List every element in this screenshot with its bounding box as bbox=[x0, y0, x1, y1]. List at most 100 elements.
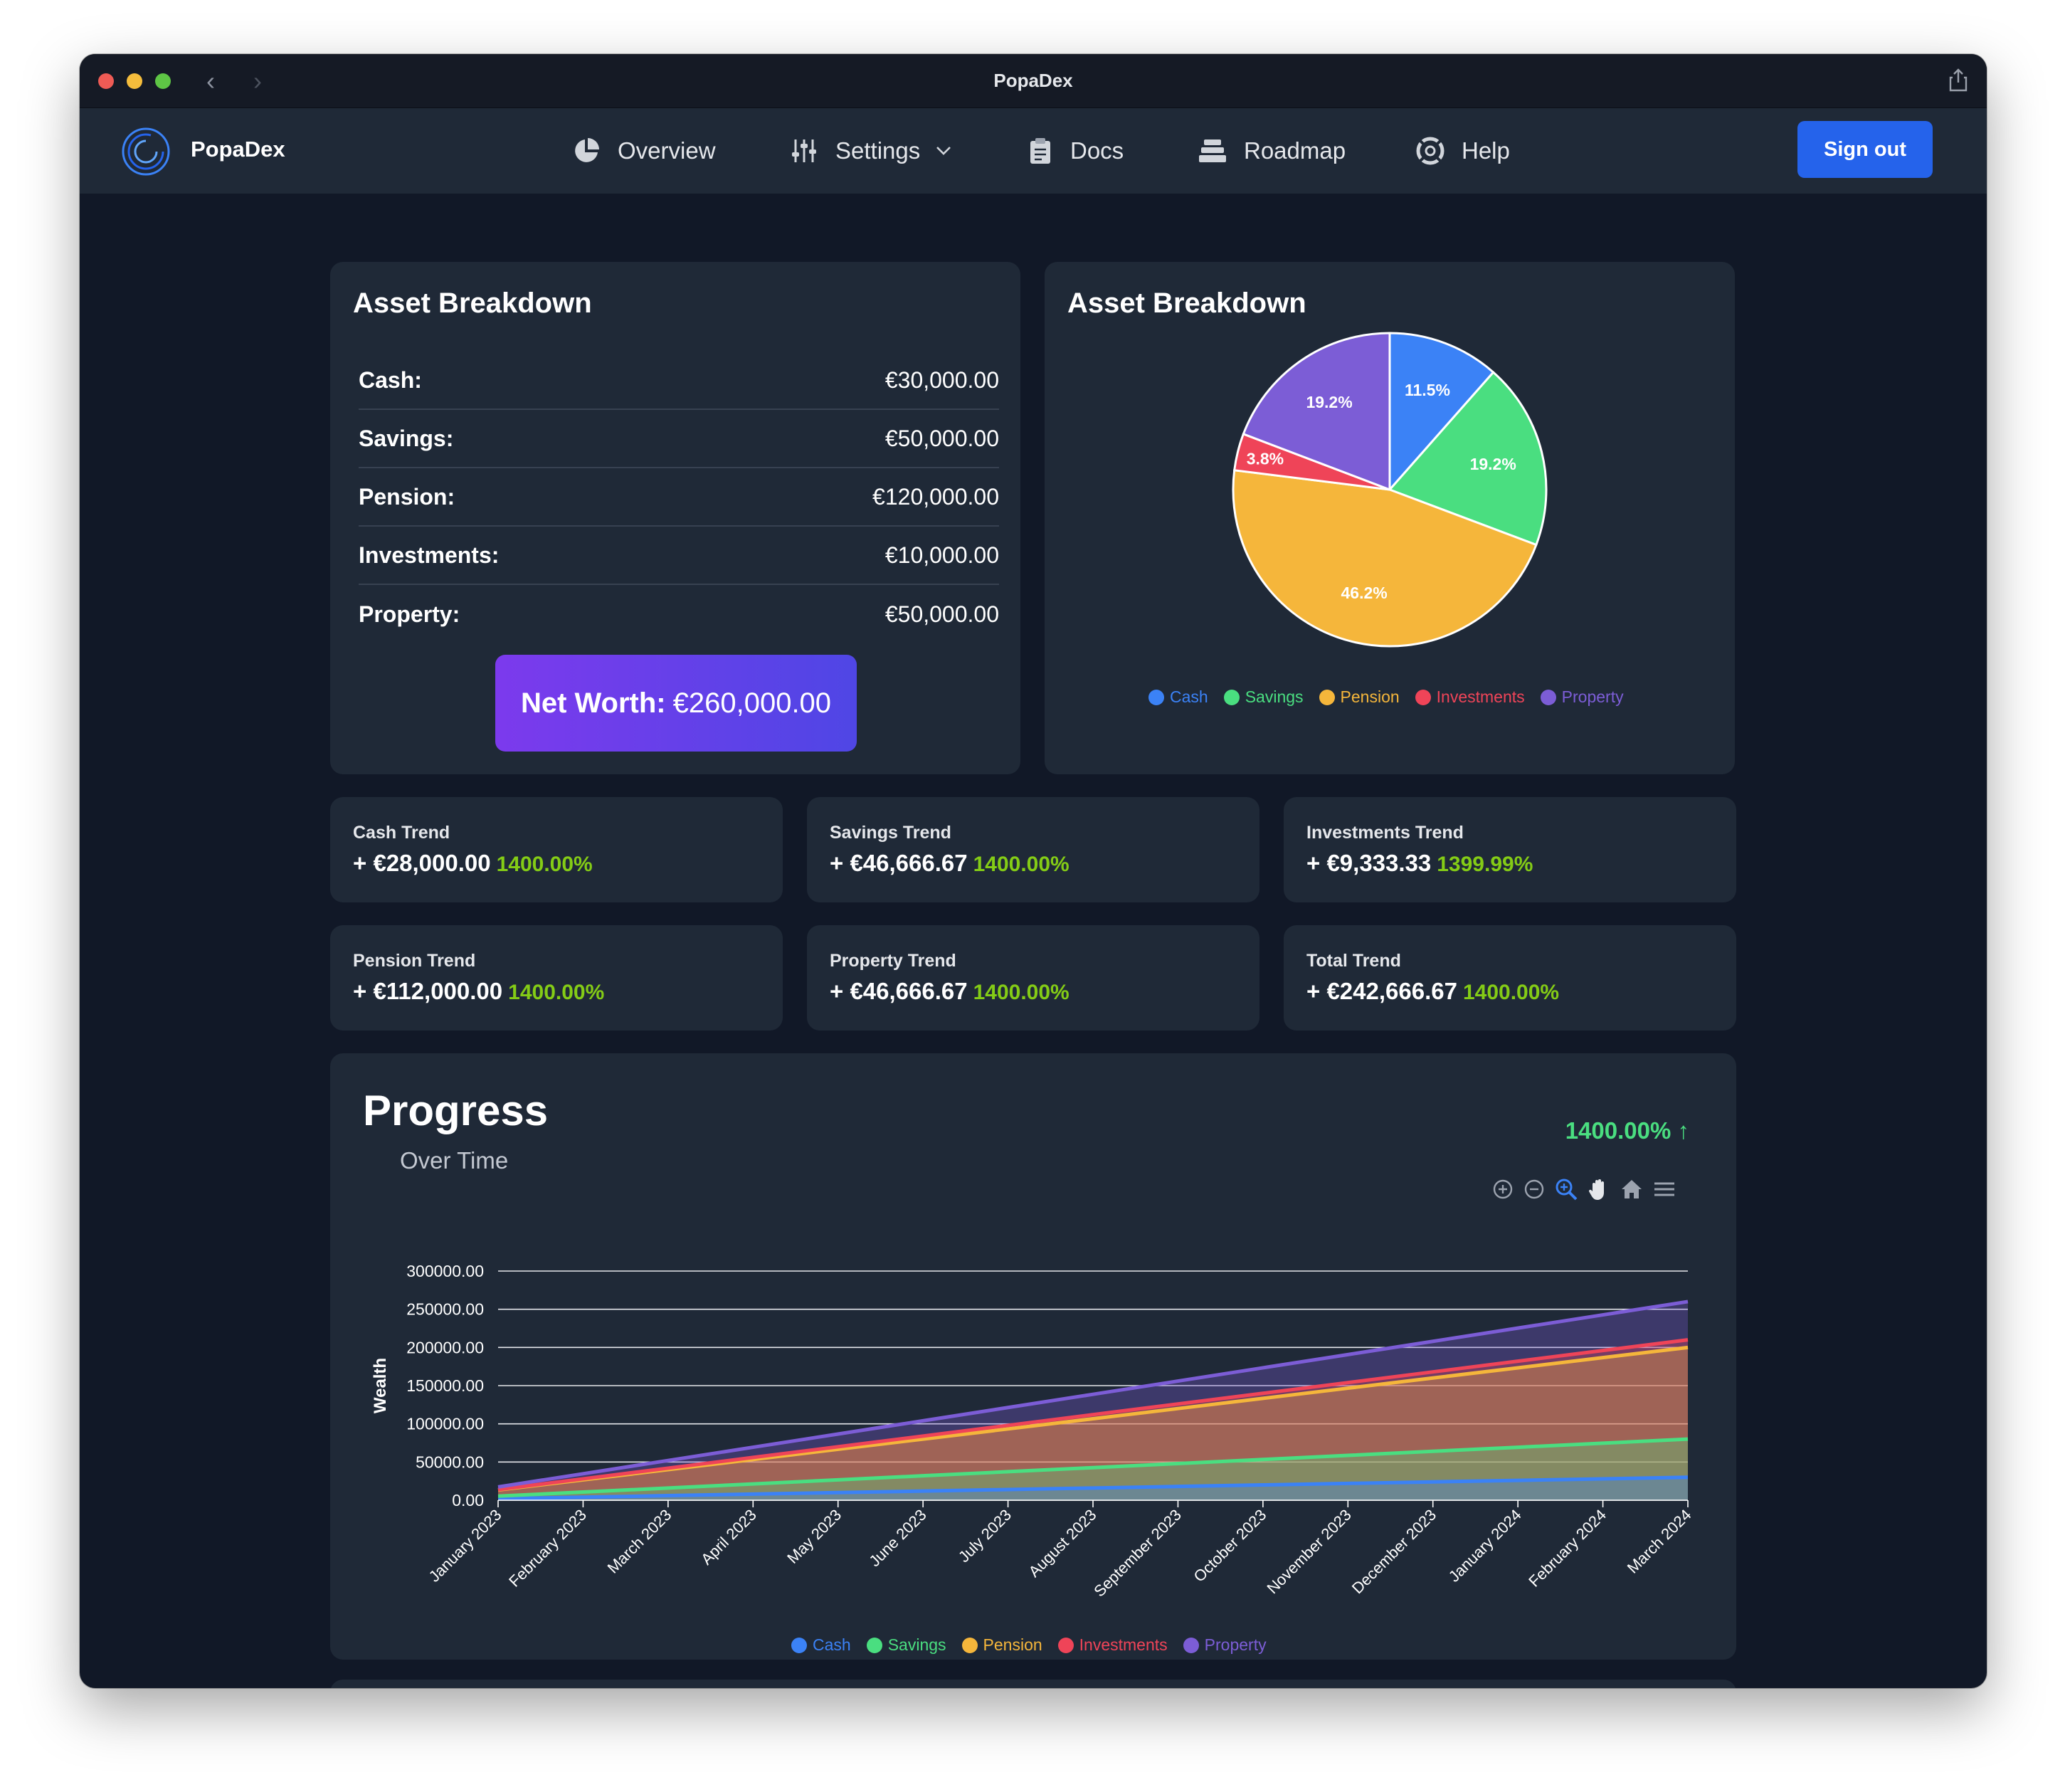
sign-out-button[interactable]: Sign out bbox=[1797, 121, 1933, 178]
y-tick-label: 100000.00 bbox=[406, 1415, 484, 1433]
legend-item-investments[interactable]: Investments bbox=[1415, 687, 1525, 707]
chart-toolbar bbox=[1483, 1177, 1676, 1201]
nav-settings[interactable]: Settings bbox=[790, 134, 951, 168]
asset-pie-card: Asset Breakdown 11.5% 19.2% 46.2% 3.8% 19.2%… bbox=[1045, 262, 1735, 774]
trend-amount: + €46,666.67 bbox=[830, 850, 968, 876]
pie-slice-label: 19.2% bbox=[1306, 393, 1352, 411]
legend-dot bbox=[1057, 1637, 1074, 1653]
trend-card-savings: Savings Trend + €46,666.67 1400.00% bbox=[807, 797, 1259, 902]
legend-label: Investments bbox=[1079, 1635, 1168, 1654]
nav-roadmap[interactable]: Roadmap bbox=[1198, 134, 1346, 168]
app-window: ‹ › PopaDex PopaDex Overview Settings bbox=[80, 54, 1987, 1688]
legend-dot bbox=[1148, 689, 1164, 705]
x-tick-label: February 2023 bbox=[505, 1506, 590, 1591]
top-navbar: PopaDex Overview Settings Docs Roadmap H… bbox=[80, 108, 1987, 194]
y-tick-label: 250000.00 bbox=[406, 1300, 484, 1319]
trend-amount: + €46,666.67 bbox=[830, 978, 968, 1004]
pie-legend: Cash Savings Pension Investments Property bbox=[1148, 687, 1639, 707]
zoom-selection-icon[interactable] bbox=[1554, 1177, 1578, 1201]
legend-item-cash[interactable]: Cash bbox=[791, 1635, 851, 1655]
trend-value: + €46,666.67 1400.00% bbox=[830, 978, 1070, 1005]
legend-item-savings[interactable]: Savings bbox=[1223, 687, 1304, 707]
y-tick-label: 200000.00 bbox=[406, 1338, 484, 1356]
progress-card: Progress Over Time 1400.00% ↑ 0.00 50000.… bbox=[330, 1053, 1736, 1660]
asset-pie-chart: 11.5% 19.2% 46.2% 3.8% 19.2% bbox=[1232, 332, 1548, 648]
x-tick-label: May 2023 bbox=[783, 1506, 845, 1567]
lifebuoy-icon bbox=[1416, 137, 1445, 165]
pie-slice-label: 19.2% bbox=[1470, 455, 1516, 473]
legend-item-pension[interactable]: Pension bbox=[961, 1635, 1042, 1655]
zoom-window-button[interactable] bbox=[155, 73, 171, 89]
trend-value: + €46,666.67 1400.00% bbox=[830, 850, 1070, 877]
x-tick-label: November 2023 bbox=[1263, 1506, 1354, 1597]
x-tick-label: March 2024 bbox=[1624, 1506, 1695, 1577]
nav-settings-label: Settings bbox=[835, 137, 921, 164]
legend-item-cash[interactable]: Cash bbox=[1148, 687, 1208, 707]
legend-item-savings[interactable]: Savings bbox=[866, 1635, 946, 1655]
progress-area-chart: 0.00 50000.00 100000.00 150000.00 200000.00 2… bbox=[371, 1262, 1695, 1601]
progress-subtitle: Over Time bbox=[400, 1147, 509, 1174]
trend-title: Investments Trend bbox=[1306, 823, 1464, 843]
x-tick-label: January 2024 bbox=[1445, 1506, 1525, 1586]
next-card-edge bbox=[330, 1680, 1736, 1688]
series-line-cash[interactable] bbox=[497, 1475, 1689, 1501]
brand-name[interactable]: PopaDex bbox=[191, 137, 285, 162]
zoom-out-icon[interactable] bbox=[1523, 1178, 1546, 1201]
minimize-window-button[interactable] bbox=[127, 73, 142, 89]
legend-label: Property bbox=[1204, 1635, 1267, 1654]
trend-percent: 1399.99% bbox=[1437, 853, 1533, 876]
x-tick-label: April 2023 bbox=[697, 1506, 760, 1569]
asset-label: Pension: bbox=[359, 483, 455, 510]
nav-docs[interactable]: Docs bbox=[1028, 134, 1124, 168]
nav-roadmap-label: Roadmap bbox=[1244, 137, 1346, 164]
pie-slice-pension[interactable] bbox=[1232, 469, 1538, 648]
legend-dot bbox=[1223, 689, 1240, 705]
nav-overview[interactable]: Overview bbox=[572, 134, 716, 168]
series-line-property[interactable] bbox=[497, 1300, 1689, 1489]
trend-percent: 1400.00% bbox=[1462, 981, 1560, 1004]
asset-row-investments: Investments: €10,000.00 bbox=[359, 527, 999, 585]
trend-percent: 1400.00% bbox=[973, 981, 1070, 1004]
legend-dot bbox=[961, 1637, 978, 1653]
area-legend: Cash Savings Pension Investments Property bbox=[791, 1635, 1282, 1655]
trend-value: + €9,333.33 1399.99% bbox=[1306, 850, 1533, 877]
y-axis-label: Wealth bbox=[371, 1358, 390, 1413]
popadex-logo-icon[interactable] bbox=[121, 127, 171, 180]
legend-item-property[interactable]: Property bbox=[1183, 1635, 1267, 1655]
progress-percent: 1400.00% ↑ bbox=[1565, 1117, 1689, 1144]
trend-title: Savings Trend bbox=[830, 823, 951, 843]
y-tick-label: 300000.00 bbox=[406, 1262, 484, 1280]
home-reset-icon[interactable] bbox=[1620, 1177, 1644, 1201]
asset-pie-title: Asset Breakdown bbox=[1067, 288, 1306, 319]
series-line-investments[interactable] bbox=[497, 1338, 1689, 1492]
pan-hand-icon[interactable] bbox=[1587, 1177, 1611, 1201]
legend-item-property[interactable]: Property bbox=[1540, 687, 1624, 707]
series-line-savings[interactable] bbox=[497, 1437, 1689, 1498]
pie-slice-property[interactable] bbox=[1242, 332, 1391, 492]
menu-icon[interactable] bbox=[1652, 1177, 1676, 1201]
asset-row-pension: Pension: €120,000.00 bbox=[359, 468, 999, 527]
back-arrow-icon[interactable]: ‹ bbox=[206, 66, 215, 95]
pie-slice-savings[interactable] bbox=[1388, 370, 1548, 547]
y-tick-label: 50000.00 bbox=[416, 1453, 484, 1471]
legend-item-pension[interactable]: Pension bbox=[1319, 687, 1400, 707]
x-tick-label: February 2024 bbox=[1525, 1506, 1610, 1591]
pie-slice-cash[interactable] bbox=[1388, 332, 1495, 492]
legend-label: Pension bbox=[1340, 687, 1400, 706]
nav-help[interactable]: Help bbox=[1416, 134, 1510, 168]
legend-label: Savings bbox=[1245, 687, 1304, 706]
title-bar: ‹ › PopaDex bbox=[80, 54, 1987, 108]
legend-item-investments[interactable]: Investments bbox=[1057, 1635, 1168, 1655]
legend-label: Cash bbox=[813, 1635, 851, 1654]
nav-help-label: Help bbox=[1462, 137, 1510, 164]
trend-value: + €242,666.67 1400.00% bbox=[1306, 978, 1559, 1005]
share-icon[interactable] bbox=[1948, 68, 1968, 96]
pie-slice-label: 11.5% bbox=[1405, 381, 1450, 399]
forward-arrow-icon[interactable]: › bbox=[253, 66, 262, 95]
zoom-in-icon[interactable] bbox=[1491, 1178, 1514, 1201]
close-window-button[interactable] bbox=[98, 73, 114, 89]
asset-label: Investments: bbox=[359, 542, 500, 568]
x-tick-label: October 2023 bbox=[1190, 1506, 1269, 1586]
legend-label: Property bbox=[1561, 687, 1624, 706]
trend-percent: 1400.00% bbox=[973, 853, 1070, 876]
